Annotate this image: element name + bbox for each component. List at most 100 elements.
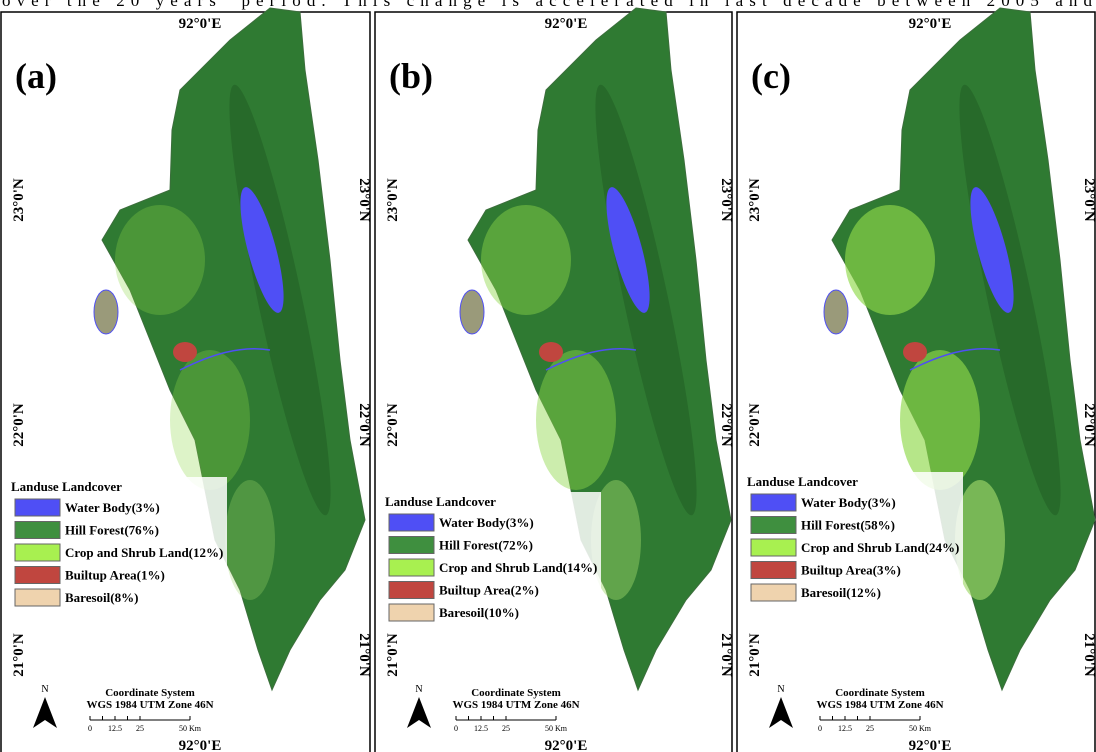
longitude-label: 92°0'E (909, 16, 952, 32)
legend-swatch (751, 584, 796, 601)
latitude-label: 21°0'N (385, 633, 401, 677)
legend-swatch (15, 567, 60, 584)
scale-label: 25 (136, 724, 144, 733)
latitude-label: 22°0'N (718, 403, 734, 447)
north-arrow (33, 697, 57, 728)
panel-label: (c) (751, 56, 791, 96)
latitude-label: 23°0'N (1081, 178, 1096, 222)
north-label: N (41, 684, 48, 695)
scale-label: 50 Km (179, 724, 202, 733)
north-label: N (777, 684, 784, 695)
latitude-label: 23°0'N (356, 178, 372, 222)
panel-label: (b) (389, 56, 433, 96)
longitude-label: 92°0'E (179, 16, 222, 32)
longitude-label: 92°0'E (909, 738, 952, 752)
legend-label: Hill Forest(76%) (65, 523, 159, 538)
legend-box (383, 492, 601, 620)
header-text: over the 20 years' period. This change i… (2, 0, 1092, 10)
latitude-label: 21°0'N (747, 633, 763, 677)
legend-swatch (389, 537, 434, 554)
legend-title: Landuse Landcover (11, 479, 122, 494)
legend: Landuse Landcover Water Body(3%) Hill Fore… (9, 477, 227, 606)
latitude-label: 22°0'N (1081, 403, 1096, 447)
crop-area (225, 480, 275, 600)
legend-swatch (751, 494, 796, 511)
crop-area (170, 350, 250, 490)
longitude-label: 92°0'E (179, 738, 222, 752)
latitude-label: 22°0'N (11, 403, 27, 447)
scale-label: 50 Km (909, 724, 932, 733)
crop-area (115, 205, 205, 315)
legend-title: Landuse Landcover (385, 494, 496, 509)
latitude-label: 21°0'N (11, 633, 27, 677)
scale-label: 25 (502, 724, 510, 733)
coordinate-system: Coordinate System (105, 687, 195, 699)
legend-title: Landuse Landcover (747, 474, 858, 489)
legend-label: Builtup Area(1%) (65, 568, 165, 583)
north-label: N (415, 684, 422, 695)
north-arrow (769, 697, 793, 728)
coordinate-system: WGS 1984 UTM Zone 46N (452, 699, 579, 711)
crop-area (536, 350, 616, 490)
builtup-area (539, 342, 563, 362)
panel-label: (a) (15, 56, 57, 96)
legend-swatch (389, 604, 434, 621)
latitude-label: 21°0'N (1081, 633, 1096, 677)
scale-label: 12.5 (108, 724, 122, 733)
latitude-label: 23°0'N (11, 178, 27, 222)
scale-label: 0 (88, 724, 92, 733)
legend-swatch (751, 517, 796, 534)
legend-swatch (389, 582, 434, 599)
figure: over the 20 years' period. This change i… (0, 0, 1096, 752)
legend-swatch (389, 559, 434, 576)
legend-swatch (751, 562, 796, 579)
map-panel: (c) 92°0'E 92°0'E 23°0'N 23°0'N 22°0'N 22°0'N 2… (737, 8, 1096, 752)
coordinate-system: WGS 1984 UTM Zone 46N (816, 699, 943, 711)
scale-label: 12.5 (474, 724, 488, 733)
longitude-label: 92°0'E (545, 16, 588, 32)
latitude-label: 22°0'N (385, 403, 401, 447)
crop-area (481, 205, 571, 315)
legend-swatch (15, 522, 60, 539)
legend-label: Baresoil(8%) (65, 590, 138, 605)
scale-label: 25 (866, 724, 874, 733)
builtup-area (903, 342, 927, 362)
scale-label: 12.5 (838, 724, 852, 733)
legend-label: Builtup Area(2%) (439, 583, 539, 598)
legend-box (9, 477, 227, 605)
latitude-label: 22°0'N (747, 403, 763, 447)
builtup-area (173, 342, 197, 362)
scale-label: 0 (454, 724, 458, 733)
legend: Landuse Landcover Water Body(3%) Hill Fore… (745, 472, 963, 601)
coordinate-system: Coordinate System (835, 687, 925, 699)
legend-label: Baresoil(12%) (801, 585, 881, 600)
legend-swatch (15, 589, 60, 606)
legend-label: Water Body(3%) (801, 495, 896, 510)
legend-swatch (15, 499, 60, 516)
map-panel: (a) 92°0'E 92°0'E 23°0'N 23°0'N 22°0'N 22°0'N 2… (1, 8, 372, 752)
legend-swatch (751, 539, 796, 556)
legend-label: Baresoil(10%) (439, 605, 519, 620)
island (460, 290, 484, 334)
legend-label: Crop and Shrub Land(14%) (439, 560, 597, 575)
legend-label: Builtup Area(3%) (801, 563, 901, 578)
legend-label: Hill Forest(58%) (801, 518, 895, 533)
legend-label: Water Body(3%) (65, 500, 160, 515)
legend-label: Crop and Shrub Land(24%) (801, 540, 959, 555)
legend-label: Hill Forest(72%) (439, 538, 533, 553)
scale-label: 0 (818, 724, 822, 733)
legend-swatch (15, 544, 60, 561)
legend-box (745, 472, 963, 600)
latitude-label: 23°0'N (718, 178, 734, 222)
latitude-label: 23°0'N (747, 178, 763, 222)
latitude-label: 21°0'N (718, 633, 734, 677)
island (824, 290, 848, 334)
legend-label: Crop and Shrub Land(12%) (65, 545, 223, 560)
latitude-label: 22°0'N (356, 403, 372, 447)
coordinate-system: WGS 1984 UTM Zone 46N (86, 699, 213, 711)
island (94, 290, 118, 334)
crop-area (845, 205, 935, 315)
legend-swatch (389, 514, 434, 531)
